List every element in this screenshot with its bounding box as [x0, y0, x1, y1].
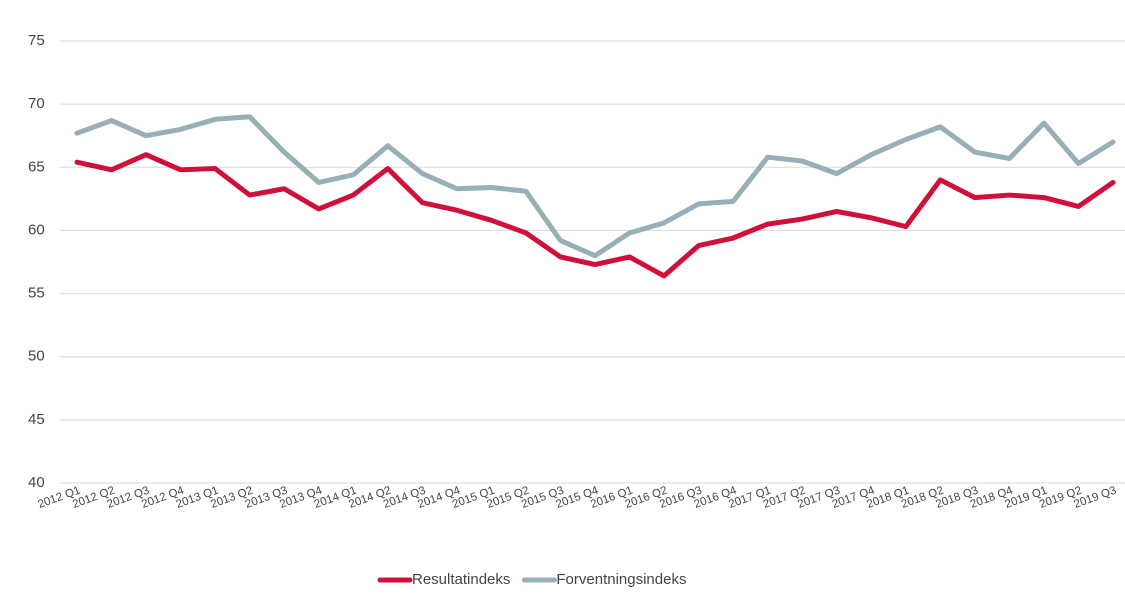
y-tick-label: 55 — [28, 285, 45, 302]
y-tick-label: 50 — [28, 348, 45, 365]
y-tick-label: 65 — [28, 158, 45, 175]
y-tick-label: 60 — [28, 221, 45, 238]
y-tick-label: 75 — [28, 32, 45, 49]
data-line — [74, 152, 1116, 279]
y-tick-label: 40 — [28, 474, 45, 491]
legend: Resultatindeks Forventningsindeks — [377, 571, 686, 588]
y-tick-label: 70 — [28, 95, 45, 112]
data-line — [74, 114, 1116, 259]
y-tick-label: 45 — [28, 411, 45, 428]
legend-label: Resultatindeks — [412, 571, 510, 588]
legend-label: Forventningsindeks — [556, 571, 686, 588]
